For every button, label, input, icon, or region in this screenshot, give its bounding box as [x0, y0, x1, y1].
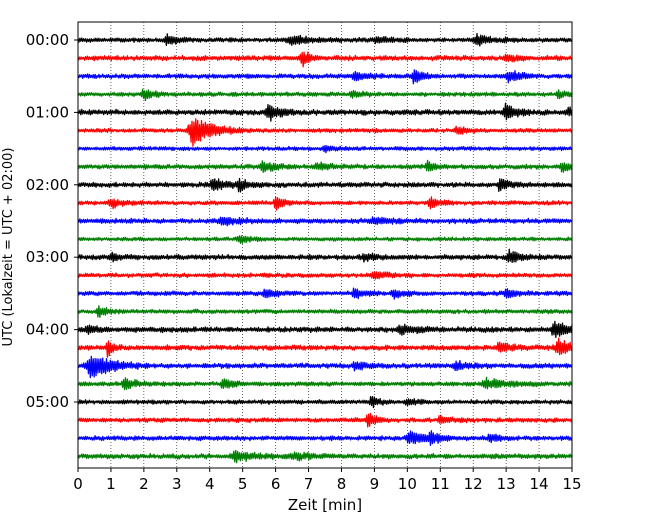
x-tick-label: 5 — [238, 475, 248, 493]
y-tick-label: 02:00 — [26, 176, 69, 194]
vertical-grid — [110, 22, 540, 468]
y-axis-ticks: 00:00 01:00 02:00 03:00 04:00 05:00 — [26, 31, 78, 411]
x-tick-label: 10 — [398, 475, 417, 493]
seismogram-trace — [77, 144, 573, 154]
seismogram-trace — [77, 102, 573, 122]
x-tick-label: 9 — [370, 475, 380, 493]
x-tick-label: 12 — [464, 475, 483, 493]
seismogram-trace — [77, 395, 573, 409]
seismogram-trace — [77, 196, 573, 211]
x-tick-label: 14 — [530, 475, 549, 493]
seismogram-trace — [77, 118, 573, 147]
y-axis-label: UTC (Lokalzeit = UTC + 02:00) — [1, 148, 16, 347]
seismogram-trace — [77, 248, 573, 263]
seismogram-trace — [77, 355, 573, 379]
seismogram-trace — [77, 235, 573, 244]
y-tick-label: 01:00 — [26, 103, 69, 121]
seismogram-trace — [77, 51, 573, 68]
seismogram-trace — [77, 305, 573, 318]
x-tick-label: 0 — [73, 475, 83, 493]
seismogram-traces — [77, 32, 573, 464]
seismogram-trace — [77, 88, 573, 102]
y-tick-label: 03:00 — [26, 248, 69, 266]
seismogram-trace — [77, 337, 573, 358]
x-tick-label: 8 — [337, 475, 347, 493]
x-tick-label: 4 — [205, 475, 215, 493]
seismogram-trace — [77, 159, 573, 173]
x-tick-label: 1 — [106, 475, 116, 493]
seismogram-trace — [77, 320, 573, 339]
seismogram-trace — [77, 287, 573, 300]
x-axis-label: Zeit [min] — [288, 496, 362, 514]
seismogram-trace — [77, 177, 573, 193]
seismogram-trace — [77, 449, 573, 464]
x-tick-label: 11 — [431, 475, 450, 493]
x-tick-label: 2 — [139, 475, 149, 493]
seismogram-trace — [77, 32, 573, 47]
y-tick-label: 04:00 — [26, 321, 69, 339]
x-tick-label: 6 — [271, 475, 281, 493]
x-axis-ticks: 0 1 2 3 4 5 6 7 8 9 10 11 12 13 14 15 — [73, 468, 582, 493]
x-tick-label: 7 — [304, 475, 314, 493]
y-tick-label: 05:00 — [26, 393, 69, 411]
x-tick-label: 13 — [497, 475, 516, 493]
y-tick-label: 00:00 — [26, 31, 69, 49]
seismogram-trace — [77, 412, 573, 428]
seismogram-trace — [77, 216, 573, 227]
seismogram-trace — [77, 376, 573, 391]
x-tick-label: 3 — [172, 475, 182, 493]
x-tick-label: 15 — [562, 475, 581, 493]
seismogram-trace — [77, 69, 573, 85]
seismogram-trace — [77, 430, 573, 446]
seismogram-trace — [77, 271, 573, 280]
plot-frame — [77, 21, 573, 469]
